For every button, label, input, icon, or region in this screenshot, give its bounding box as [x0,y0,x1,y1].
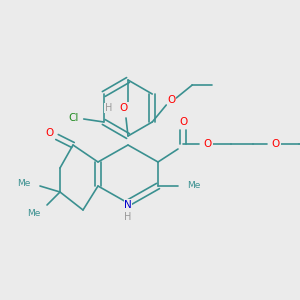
Text: Me: Me [187,182,201,190]
Text: O: O [120,103,128,113]
Text: O: O [45,128,53,138]
Text: Me: Me [27,209,41,218]
Text: H: H [105,103,112,113]
Text: O: O [204,139,212,149]
Text: H: H [124,212,132,222]
Text: O: O [179,117,187,127]
Text: Cl: Cl [69,113,79,123]
Text: N: N [124,200,132,210]
Text: Me: Me [17,179,31,188]
Text: O: O [167,95,176,105]
Text: O: O [272,139,280,149]
